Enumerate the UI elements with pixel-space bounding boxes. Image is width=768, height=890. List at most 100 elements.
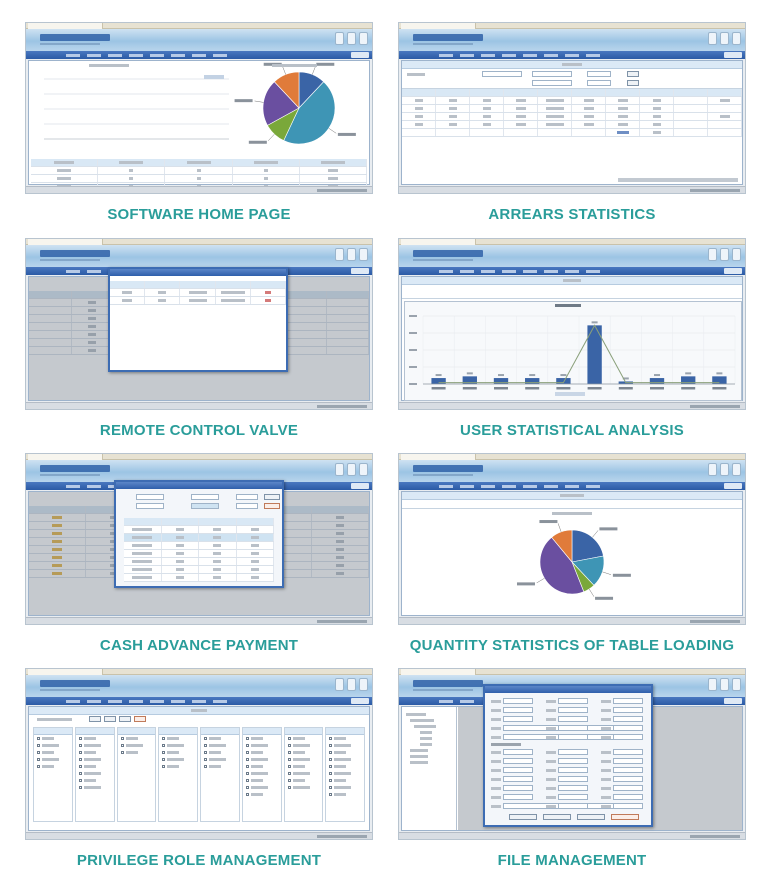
checkbox[interactable] bbox=[37, 751, 40, 754]
checkbox[interactable] bbox=[245, 793, 249, 796]
checkbox[interactable] bbox=[287, 744, 291, 747]
nav-button[interactable] bbox=[724, 268, 742, 274]
nav-item[interactable] bbox=[129, 699, 143, 703]
permission-item[interactable] bbox=[76, 777, 114, 784]
exit-icon[interactable] bbox=[732, 678, 741, 691]
form-field[interactable] bbox=[558, 734, 588, 740]
form-field[interactable] bbox=[558, 716, 588, 722]
nav-item[interactable] bbox=[192, 53, 206, 57]
permission-column-header[interactable] bbox=[201, 728, 239, 735]
permission-item[interactable] bbox=[326, 742, 364, 749]
nav-button[interactable] bbox=[351, 698, 369, 704]
home-icon[interactable] bbox=[708, 248, 717, 261]
form-field[interactable] bbox=[613, 749, 643, 755]
nav-item[interactable] bbox=[565, 484, 579, 488]
nav-item[interactable] bbox=[171, 53, 185, 57]
checkbox[interactable] bbox=[120, 751, 124, 754]
checkbox[interactable] bbox=[78, 758, 82, 761]
nav-item[interactable] bbox=[108, 699, 122, 703]
checkbox[interactable] bbox=[329, 765, 333, 768]
refresh-icon[interactable] bbox=[720, 463, 729, 476]
exit-icon[interactable] bbox=[359, 463, 368, 476]
cancel-button[interactable] bbox=[134, 716, 146, 722]
dialog-action-button[interactable] bbox=[543, 814, 571, 820]
checkbox[interactable] bbox=[78, 737, 82, 740]
nav-item[interactable] bbox=[87, 269, 101, 273]
form-field[interactable] bbox=[613, 725, 643, 731]
home-icon[interactable] bbox=[335, 678, 344, 691]
checkbox[interactable] bbox=[162, 744, 166, 747]
invert-button[interactable] bbox=[104, 716, 116, 722]
tree-node[interactable] bbox=[420, 737, 432, 740]
form-field[interactable] bbox=[613, 758, 643, 764]
checkbox[interactable] bbox=[329, 786, 333, 789]
browser-tab[interactable] bbox=[28, 669, 103, 675]
permission-item[interactable] bbox=[326, 784, 364, 791]
checkbox[interactable] bbox=[37, 744, 40, 747]
permission-item[interactable] bbox=[326, 791, 364, 798]
form-field[interactable] bbox=[613, 803, 643, 809]
browser-tab[interactable] bbox=[401, 23, 476, 29]
nav-item[interactable] bbox=[502, 269, 516, 273]
checkbox[interactable] bbox=[78, 772, 82, 775]
permission-item[interactable] bbox=[243, 791, 281, 798]
tree-node[interactable] bbox=[406, 713, 426, 716]
permission-item[interactable] bbox=[285, 735, 323, 742]
permission-item[interactable] bbox=[243, 763, 281, 770]
permission-item[interactable] bbox=[201, 735, 239, 742]
nav-item[interactable] bbox=[460, 484, 474, 488]
balance-field[interactable] bbox=[136, 503, 164, 509]
checkbox[interactable] bbox=[162, 765, 166, 768]
nav-item[interactable] bbox=[213, 699, 227, 703]
export-button[interactable] bbox=[627, 80, 639, 86]
checkbox[interactable] bbox=[162, 737, 166, 740]
nav-button[interactable] bbox=[724, 483, 742, 489]
permission-item[interactable] bbox=[243, 770, 281, 777]
tree-node[interactable] bbox=[410, 749, 428, 752]
close-button[interactable] bbox=[611, 814, 639, 820]
permission-item[interactable] bbox=[326, 749, 364, 756]
checkbox[interactable] bbox=[162, 758, 166, 761]
checkbox[interactable] bbox=[204, 751, 207, 754]
nav-item[interactable] bbox=[544, 484, 558, 488]
nav-item[interactable] bbox=[129, 53, 143, 57]
browser-tab[interactable] bbox=[28, 23, 103, 29]
nav-button[interactable] bbox=[351, 483, 369, 489]
date-input[interactable] bbox=[532, 80, 572, 86]
checkbox[interactable] bbox=[245, 779, 249, 782]
permission-item[interactable] bbox=[285, 749, 323, 756]
permission-item[interactable] bbox=[34, 756, 72, 763]
nav-item[interactable] bbox=[523, 53, 537, 57]
permission-item[interactable] bbox=[118, 749, 156, 756]
form-field[interactable] bbox=[613, 734, 643, 740]
form-field[interactable] bbox=[558, 785, 588, 791]
dialog-action-button[interactable] bbox=[509, 814, 537, 820]
permission-item[interactable] bbox=[34, 742, 72, 749]
nav-item[interactable] bbox=[171, 699, 185, 703]
filter-input[interactable] bbox=[482, 71, 522, 77]
nav-item[interactable] bbox=[150, 699, 164, 703]
permission-column-header[interactable] bbox=[75, 728, 114, 735]
home-icon[interactable] bbox=[335, 248, 344, 261]
checkbox[interactable] bbox=[245, 744, 249, 747]
checkbox[interactable] bbox=[78, 786, 82, 789]
print-button[interactable] bbox=[264, 494, 280, 500]
refresh-icon[interactable] bbox=[720, 32, 729, 45]
nav-item[interactable] bbox=[66, 699, 80, 703]
exit-icon[interactable] bbox=[732, 248, 741, 261]
permission-item[interactable] bbox=[76, 763, 114, 770]
permission-item[interactable] bbox=[326, 777, 364, 784]
checkbox[interactable] bbox=[120, 737, 124, 740]
permission-item[interactable] bbox=[76, 742, 114, 749]
checkbox[interactable] bbox=[287, 758, 291, 761]
nav-item[interactable] bbox=[460, 53, 474, 57]
permission-item[interactable] bbox=[243, 749, 281, 756]
nav-item[interactable] bbox=[108, 53, 122, 57]
permission-column-header[interactable] bbox=[159, 728, 197, 735]
permission-item[interactable] bbox=[243, 756, 281, 763]
nav-item[interactable] bbox=[439, 484, 453, 488]
checkbox[interactable] bbox=[287, 765, 291, 768]
exit-icon[interactable] bbox=[359, 32, 368, 45]
form-field[interactable] bbox=[503, 716, 533, 722]
permission-item[interactable] bbox=[285, 777, 323, 784]
